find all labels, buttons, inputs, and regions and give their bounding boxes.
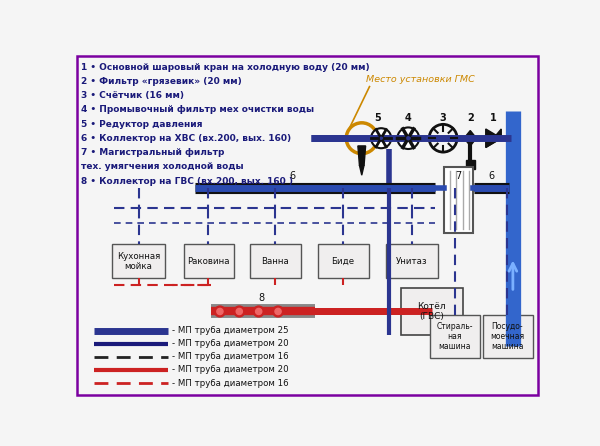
- Bar: [482, 315, 533, 358]
- Circle shape: [501, 184, 509, 192]
- Circle shape: [397, 128, 419, 149]
- Circle shape: [474, 184, 482, 192]
- Text: Ванна: Ванна: [261, 257, 289, 266]
- Bar: [112, 244, 165, 278]
- Text: Раковина: Раковина: [187, 257, 230, 266]
- Polygon shape: [486, 129, 501, 148]
- Circle shape: [371, 128, 391, 148]
- Text: - МП труба диаметром 20: - МП труба диаметром 20: [172, 365, 289, 375]
- Text: - МП труба диаметром 16: - МП труба диаметром 16: [172, 379, 289, 388]
- Polygon shape: [464, 131, 476, 146]
- Text: 2 • Фильтр «грязевик» (20 мм): 2 • Фильтр «грязевик» (20 мм): [81, 77, 242, 86]
- Text: 8 • Коллектор на ГВС (вх.200, вых. 160 ): 8 • Коллектор на ГВС (вх.200, вых. 160 ): [81, 177, 293, 186]
- Circle shape: [256, 308, 262, 314]
- Circle shape: [365, 184, 373, 192]
- Circle shape: [203, 184, 211, 192]
- Text: 1: 1: [490, 113, 497, 123]
- Text: 5 • Редуктор давления: 5 • Редуктор давления: [81, 120, 203, 129]
- Text: Биде: Биде: [332, 257, 355, 266]
- Polygon shape: [486, 129, 501, 148]
- Text: 8: 8: [258, 293, 264, 303]
- Circle shape: [275, 308, 281, 314]
- Text: 3 • Счётчик (16 мм): 3 • Счётчик (16 мм): [81, 91, 184, 100]
- Text: - МП труба диаметром 25: - МП труба диаметром 25: [172, 326, 289, 335]
- Circle shape: [311, 184, 319, 192]
- Text: Посудо-
моечная
машина: Посудо- моечная машина: [490, 322, 524, 351]
- Circle shape: [236, 308, 242, 314]
- Text: 6 • Коллектор на ХВС (вх.200, вых. 160): 6 • Коллектор на ХВС (вх.200, вых. 160): [81, 134, 292, 143]
- Text: Кухонная
мойка: Кухонная мойка: [117, 252, 160, 271]
- Text: 4 • Промывочный фильтр мех очистки воды: 4 • Промывочный фильтр мех очистки воды: [81, 106, 314, 115]
- Text: Котёл
(ГВС): Котёл (ГВС): [417, 302, 446, 321]
- Circle shape: [338, 184, 346, 192]
- Bar: [319, 244, 369, 278]
- Text: - МП труба диаметром 16: - МП труба диаметром 16: [172, 352, 289, 361]
- Text: 7 • Магистральный фильтр: 7 • Магистральный фильтр: [81, 148, 224, 157]
- Text: 1 • Основной шаровый кран на холодную воду (20 мм): 1 • Основной шаровый кран на холодную во…: [81, 63, 370, 72]
- Text: 3: 3: [440, 113, 446, 123]
- Text: тех. умягчения холодной воды: тех. умягчения холодной воды: [81, 162, 244, 171]
- Circle shape: [284, 184, 292, 192]
- Polygon shape: [358, 146, 365, 165]
- Circle shape: [393, 184, 401, 192]
- Circle shape: [234, 306, 245, 317]
- Text: Место установки ГМС: Место установки ГМС: [365, 75, 475, 84]
- Bar: [430, 315, 481, 358]
- Text: Унитаз: Унитаз: [397, 257, 428, 266]
- Text: 6: 6: [488, 171, 494, 181]
- Circle shape: [492, 184, 500, 192]
- Circle shape: [420, 184, 428, 192]
- Polygon shape: [466, 160, 475, 169]
- Circle shape: [272, 306, 283, 317]
- Bar: [386, 244, 439, 278]
- Text: Стираль-
ная
машина: Стираль- ная машина: [437, 322, 473, 351]
- Text: 5: 5: [374, 113, 380, 123]
- Circle shape: [257, 184, 265, 192]
- Bar: [401, 289, 463, 334]
- Circle shape: [230, 184, 238, 192]
- Circle shape: [217, 308, 223, 314]
- Circle shape: [483, 184, 491, 192]
- Polygon shape: [359, 165, 364, 175]
- Text: 4: 4: [405, 113, 412, 123]
- Bar: [250, 244, 301, 278]
- Circle shape: [215, 306, 226, 317]
- Text: 2: 2: [467, 113, 473, 123]
- Bar: [444, 168, 473, 233]
- Circle shape: [253, 306, 264, 317]
- Bar: [184, 244, 234, 278]
- Text: 7: 7: [455, 171, 462, 181]
- Text: - МП труба диаметром 20: - МП труба диаметром 20: [172, 339, 289, 348]
- Text: 6: 6: [289, 171, 295, 181]
